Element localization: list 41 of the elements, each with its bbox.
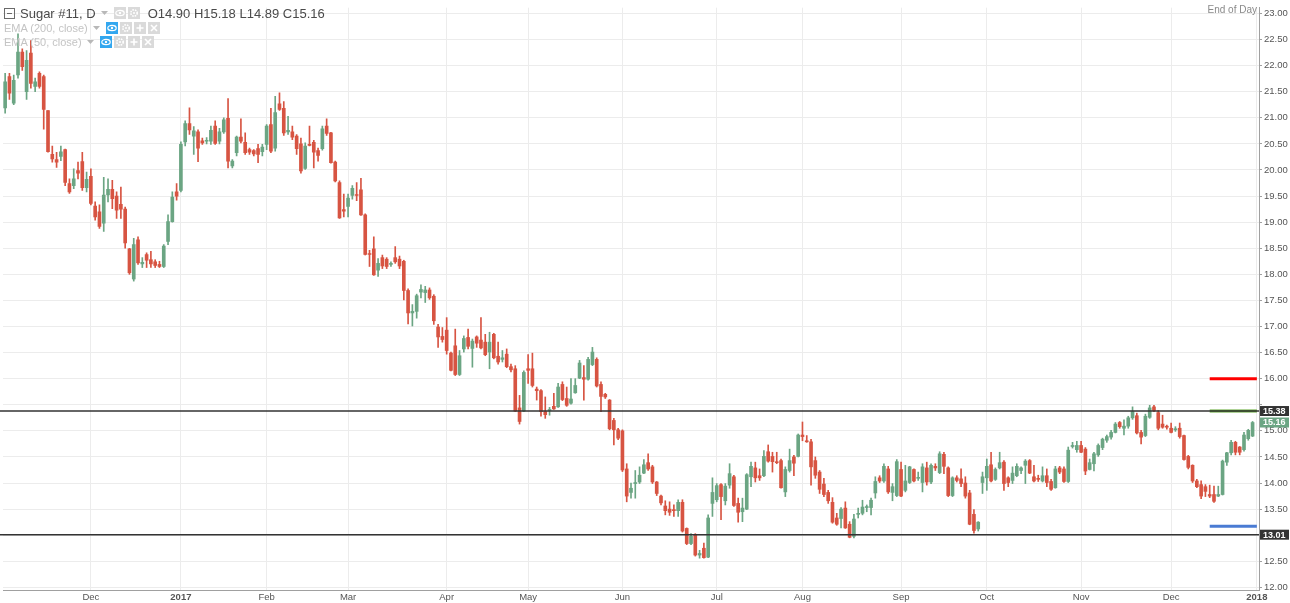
y-tick-label: 17.50 — [1264, 294, 1288, 306]
x-tick-label: Jul — [710, 591, 723, 603]
x-tick-label: Apr — [439, 591, 455, 603]
annotation: End of Day — [1207, 4, 1257, 15]
x-tick-label: Nov — [1072, 591, 1090, 603]
y-tick-label: 19.00 — [1264, 215, 1288, 227]
y-tick-label: 21.50 — [1264, 85, 1288, 97]
y-tick-label: 14.50 — [1264, 450, 1288, 462]
y-tick-label: 14.00 — [1264, 476, 1288, 488]
x-tick-label: 2017 — [170, 591, 192, 603]
y-tick-label: 18.50 — [1264, 241, 1288, 253]
y-tick-label: 22.50 — [1264, 33, 1288, 45]
y-tick-label: 20.00 — [1264, 163, 1288, 175]
y-tick-label: 19.50 — [1264, 189, 1288, 201]
text: 15.16 — [1263, 417, 1286, 428]
y-tick-label: 23.00 — [1264, 7, 1288, 19]
y-tick-label: 12.00 — [1264, 581, 1288, 593]
x-tick-label: Feb — [258, 591, 275, 603]
y-tick-label: 22.00 — [1264, 59, 1288, 71]
y-tick-label: 17.00 — [1264, 320, 1288, 332]
y-tick-label: 18.00 — [1264, 267, 1288, 279]
y-tick-label: 16.00 — [1264, 372, 1288, 384]
x-tick-label: Aug — [794, 591, 811, 603]
ref-line-label: 13.01 — [1263, 529, 1286, 540]
y-tick-label: 20.50 — [1264, 137, 1288, 149]
y-tick-label: 13.50 — [1264, 502, 1288, 514]
x-tick-label: Mar — [339, 591, 357, 603]
ref-line-label: 15.38 — [1263, 406, 1286, 417]
annotation: EMA (200, close) — [4, 21, 88, 34]
annotation: O14.90 H15.18 L14.89 C15.16 — [147, 5, 325, 21]
x-tick-label: Dec — [1162, 591, 1180, 603]
x-tick-label: May — [519, 591, 538, 603]
x-tick-label: Jun — [614, 591, 631, 603]
y-tick-label: 16.50 — [1264, 346, 1288, 358]
x-tick-label: Oct — [979, 591, 995, 603]
chart-title: Sugar #11, D — [20, 5, 96, 21]
x-tick-label: 2018 — [1246, 591, 1268, 603]
x-tick-label: Dec — [82, 591, 100, 603]
x-tick-label: Sep — [892, 591, 910, 603]
y-tick-label: 21.00 — [1264, 111, 1288, 123]
y-tick-label: 12.50 — [1264, 554, 1288, 566]
